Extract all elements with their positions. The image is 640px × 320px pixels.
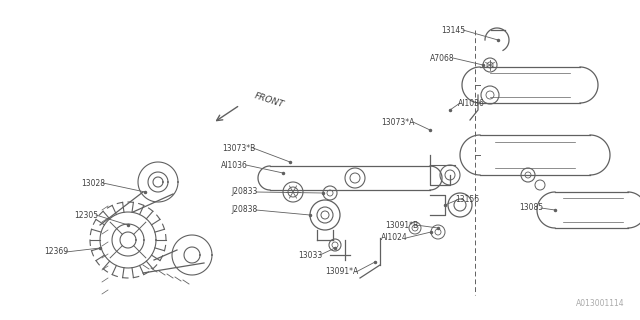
Text: 13085: 13085	[519, 204, 543, 212]
Text: 12305: 12305	[74, 211, 98, 220]
Text: 13073*B: 13073*B	[221, 143, 255, 153]
Text: J20833: J20833	[232, 188, 258, 196]
Text: 13028: 13028	[81, 179, 105, 188]
Text: J20838: J20838	[232, 205, 258, 214]
Text: A013001114: A013001114	[577, 299, 625, 308]
Text: AI1036: AI1036	[458, 99, 485, 108]
Text: 13145: 13145	[441, 26, 465, 35]
Text: AI1024: AI1024	[381, 234, 408, 243]
Text: FRONT: FRONT	[253, 91, 285, 109]
Text: 13091*B: 13091*B	[385, 220, 418, 229]
Text: 13156: 13156	[455, 196, 479, 204]
Text: 12369: 12369	[44, 247, 68, 257]
Text: 13091*A: 13091*A	[324, 268, 358, 276]
Text: 13073*A: 13073*A	[381, 117, 415, 126]
Text: 13033: 13033	[298, 251, 322, 260]
Text: A7068: A7068	[430, 53, 455, 62]
Text: AI1036: AI1036	[221, 161, 248, 170]
